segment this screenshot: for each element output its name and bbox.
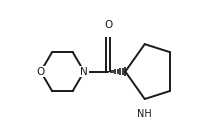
Text: N: N [80, 67, 88, 77]
Text: O: O [104, 20, 112, 30]
Text: NH: NH [137, 109, 152, 119]
Text: O: O [37, 67, 45, 77]
